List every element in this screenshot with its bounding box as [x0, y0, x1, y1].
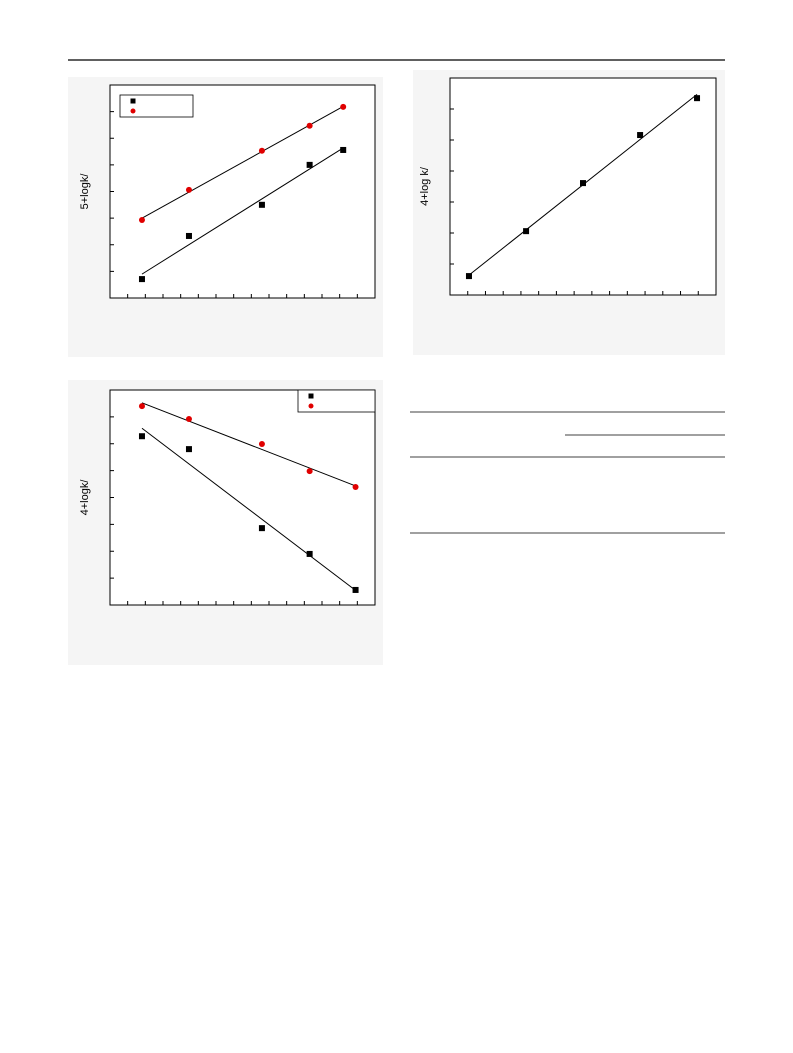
legend-box — [119, 94, 194, 118]
data-point — [258, 201, 265, 208]
plot-frame — [109, 389, 376, 606]
data-point — [637, 132, 644, 139]
y-axis-label: 4+log k/ — [419, 166, 431, 206]
data-point — [185, 446, 192, 453]
data-point — [185, 232, 192, 239]
data-point — [306, 161, 313, 168]
data-point — [694, 95, 701, 102]
data-point — [340, 146, 347, 153]
data-point — [306, 468, 313, 475]
data-point — [306, 122, 313, 129]
y-axis-label: 5+logk/ — [79, 173, 91, 210]
data-point — [580, 180, 586, 187]
legend-box — [297, 389, 376, 413]
data-point — [258, 441, 265, 448]
legend-marker — [308, 393, 314, 399]
data-point — [340, 103, 347, 110]
legend-marker — [308, 403, 314, 409]
data-point — [138, 276, 145, 283]
data-point — [306, 550, 313, 557]
data-point — [138, 216, 145, 223]
data-point — [258, 147, 265, 154]
legend-marker — [130, 98, 136, 104]
data-point — [185, 186, 192, 193]
data-point — [185, 416, 192, 423]
legend-marker — [130, 108, 136, 114]
fit-line — [141, 427, 356, 591]
data-point — [138, 403, 145, 410]
y-axis-label: 4+logk/ — [79, 479, 91, 516]
plot-frame — [109, 84, 376, 299]
data-point — [352, 586, 359, 593]
data-point — [258, 525, 265, 532]
data-point — [465, 273, 472, 280]
data-point — [523, 228, 530, 235]
fit-line — [141, 147, 344, 275]
data-point — [352, 484, 359, 491]
fit-line — [141, 402, 356, 487]
data-point — [138, 433, 145, 440]
